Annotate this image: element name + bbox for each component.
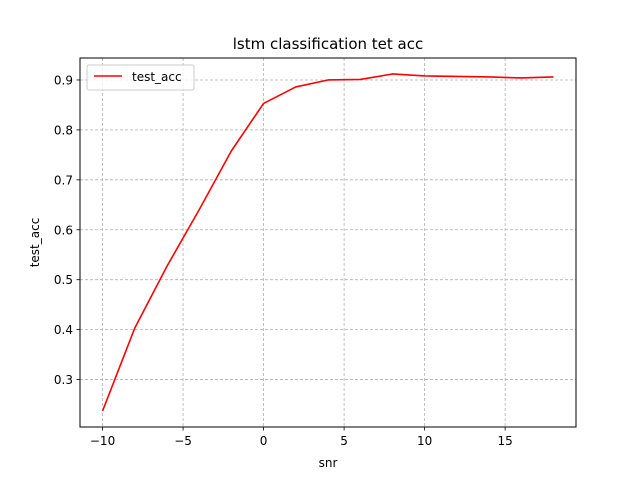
plot-frame	[79, 57, 577, 428]
x-tick-label: 10	[417, 434, 432, 448]
chart-title: lstm classification tet acc	[233, 35, 423, 53]
legend: test_acc	[86, 64, 195, 91]
y-axis-label: test_acc	[28, 218, 42, 268]
x-tick-label: 5	[340, 434, 348, 448]
y-tick-label: 0.6	[54, 223, 73, 237]
x-tick-label: 0	[260, 434, 268, 448]
x-axis-label: snr	[319, 456, 338, 470]
y-tick-label: 0.8	[54, 123, 73, 137]
x-tick-label: 15	[498, 434, 513, 448]
y-tick-label: 0.4	[54, 323, 73, 337]
plot-lines	[101, 73, 554, 412]
y-tick-label: 0.9	[54, 73, 73, 87]
ticks: −10 −5 0 5 10 15 0.3 0.4 0.5 0.6 0.7 0.8 0.9	[54, 73, 513, 448]
y-tick-label: 0.7	[54, 173, 73, 187]
y-tick-label: 0.3	[54, 373, 73, 387]
y-tick-label: 0.5	[54, 273, 73, 287]
x-tick-label: −10	[90, 434, 115, 448]
x-tick-label: −5	[174, 434, 192, 448]
legend-box	[86, 64, 195, 91]
legend-label-test-acc: test_acc	[132, 70, 182, 84]
